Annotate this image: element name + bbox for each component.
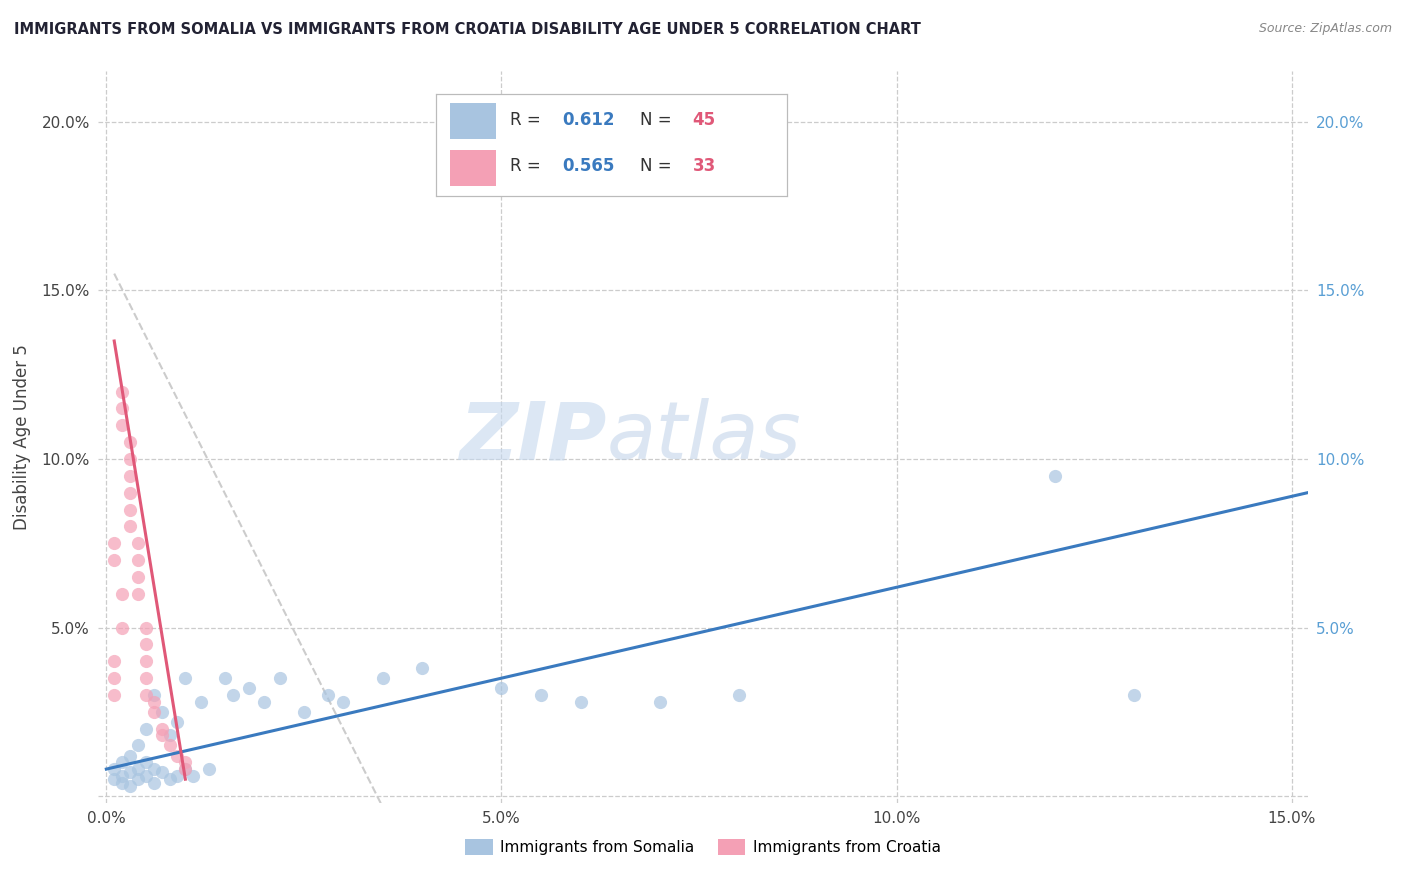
Point [127, 536, 149, 550]
Point [135, 654, 157, 668]
Point [371, 671, 394, 685]
Point [111, 587, 134, 601]
Point [103, 536, 125, 550]
Text: N =: N = [640, 157, 671, 175]
Point [142, 695, 165, 709]
Point [142, 775, 165, 789]
Point [411, 661, 433, 675]
Point [727, 688, 749, 702]
Point [166, 769, 188, 783]
Point [111, 621, 134, 635]
Point [238, 681, 260, 696]
Point [174, 756, 197, 770]
Point [118, 485, 141, 500]
Point [135, 671, 157, 685]
Point [174, 762, 197, 776]
Legend: Immigrants from Somalia, Immigrants from Croatia: Immigrants from Somalia, Immigrants from… [460, 833, 946, 861]
Point [118, 765, 141, 780]
Point [166, 748, 188, 763]
Point [150, 765, 173, 780]
Point [118, 779, 141, 793]
Text: 0.612: 0.612 [562, 111, 614, 128]
Point [1122, 688, 1144, 702]
Point [111, 401, 134, 416]
Point [214, 671, 236, 685]
Point [491, 681, 513, 696]
Point [103, 762, 125, 776]
Point [118, 452, 141, 467]
Text: Source: ZipAtlas.com: Source: ZipAtlas.com [1258, 22, 1392, 36]
Text: N =: N = [640, 111, 671, 128]
Text: R =: R = [510, 111, 540, 128]
Point [118, 435, 141, 450]
Point [111, 769, 134, 783]
Point [569, 695, 592, 709]
Point [127, 739, 149, 753]
Text: atlas: atlas [606, 398, 801, 476]
Point [316, 688, 339, 702]
Point [135, 637, 157, 651]
Point [159, 739, 181, 753]
Point [159, 728, 181, 742]
Point [530, 688, 553, 702]
Point [181, 769, 204, 783]
Point [332, 695, 354, 709]
Point [118, 468, 141, 483]
Point [648, 695, 671, 709]
Point [111, 775, 134, 789]
Point [127, 553, 149, 567]
Point [103, 654, 125, 668]
Point [150, 722, 173, 736]
Point [142, 705, 165, 719]
Point [135, 621, 157, 635]
Point [111, 756, 134, 770]
Point [127, 772, 149, 787]
Point [118, 502, 141, 516]
Point [159, 772, 181, 787]
Text: 33: 33 [693, 157, 716, 175]
Point [150, 705, 173, 719]
Point [142, 762, 165, 776]
Text: IMMIGRANTS FROM SOMALIA VS IMMIGRANTS FROM CROATIA DISABILITY AGE UNDER 5 CORREL: IMMIGRANTS FROM SOMALIA VS IMMIGRANTS FR… [14, 22, 921, 37]
Point [135, 769, 157, 783]
Point [174, 671, 197, 685]
Point [103, 688, 125, 702]
Point [103, 671, 125, 685]
Point [135, 722, 157, 736]
Point [118, 748, 141, 763]
FancyBboxPatch shape [450, 150, 496, 186]
Point [166, 714, 188, 729]
Point [142, 688, 165, 702]
Text: R =: R = [510, 157, 540, 175]
Point [111, 418, 134, 433]
Point [1043, 468, 1066, 483]
Point [111, 384, 134, 399]
Point [253, 695, 276, 709]
Point [127, 570, 149, 584]
Point [127, 762, 149, 776]
Point [269, 671, 291, 685]
Point [118, 519, 141, 533]
Point [103, 772, 125, 787]
Point [150, 728, 173, 742]
Y-axis label: Disability Age Under 5: Disability Age Under 5 [13, 344, 31, 530]
Text: 0.565: 0.565 [562, 157, 614, 175]
Text: 45: 45 [693, 111, 716, 128]
FancyBboxPatch shape [450, 103, 496, 139]
Point [292, 705, 315, 719]
Point [190, 695, 212, 709]
Point [198, 762, 221, 776]
Point [135, 756, 157, 770]
Point [103, 553, 125, 567]
Point [174, 762, 197, 776]
Point [222, 688, 245, 702]
Point [127, 587, 149, 601]
Point [135, 688, 157, 702]
Text: ZIP: ZIP [458, 398, 606, 476]
